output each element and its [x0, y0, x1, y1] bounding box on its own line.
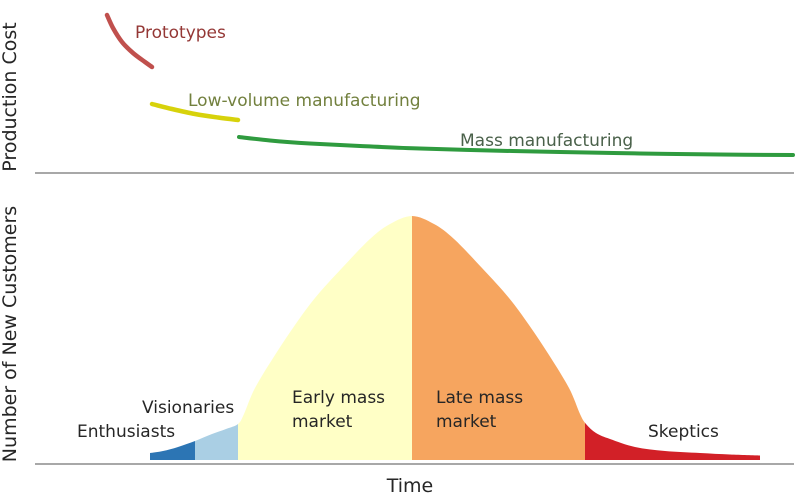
early-mass-market-label: Early mass market — [292, 388, 390, 432]
late-mass-market-label: Late mass market — [436, 388, 529, 432]
mass-manufacturing-label: Mass manufacturing — [460, 131, 633, 151]
bell-segment-late-mass-market — [412, 216, 585, 460]
late-mass-market-label-line1: Late mass — [436, 388, 523, 408]
low-volume-manufacturing-label: Low-volume manufacturing — [188, 91, 421, 111]
late-mass-market-label-line2: market — [436, 412, 497, 432]
prototypes-label: Prototypes — [135, 23, 226, 43]
customers-axis-label: Number of New Customers — [0, 206, 21, 462]
bell-segment-early-mass-market — [238, 216, 412, 460]
mass-manufacturing-curve — [237, 135, 795, 157]
early-mass-market-label-line2: market — [292, 412, 353, 432]
bell-segment-visionaries — [195, 424, 238, 460]
time-axis-label: Time — [386, 475, 434, 497]
visionaries-label: Visionaries — [142, 398, 234, 418]
prototypes-curve — [104, 12, 155, 70]
bell-segment-skeptics — [585, 422, 760, 460]
skeptics-label: Skeptics — [648, 422, 719, 442]
bell-segment-enthusiasts — [150, 441, 195, 460]
production-cost-axis-label: Production Cost — [0, 22, 21, 171]
bell-curve-segments — [150, 216, 760, 460]
cost-curves — [104, 12, 795, 157]
enthusiasts-label: Enthusiasts — [77, 422, 175, 442]
early-mass-market-label-line1: Early mass — [292, 388, 385, 408]
low-volume-manufacturing-curve — [149, 101, 241, 123]
